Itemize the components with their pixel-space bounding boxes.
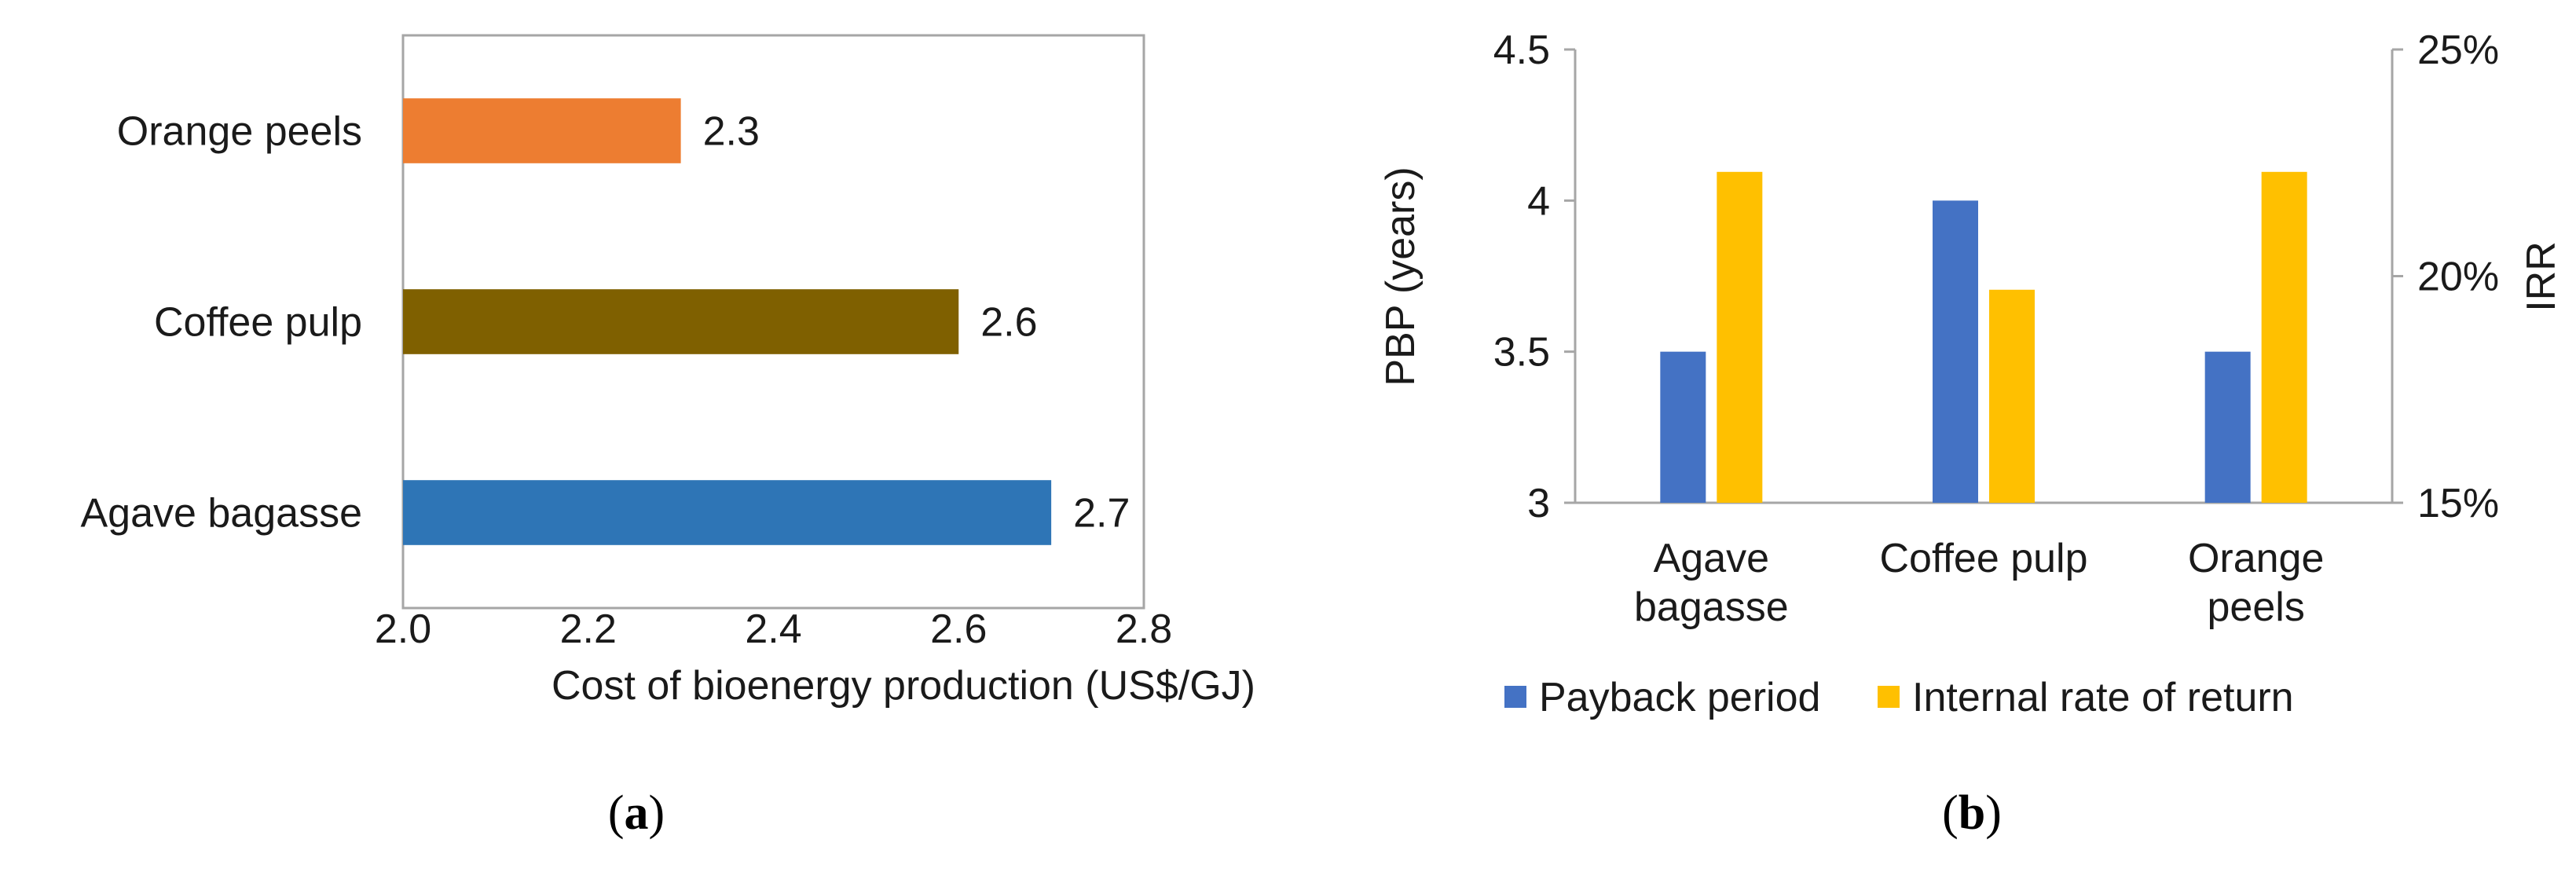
- chart-b-left-axis-title: PBP (years): [1378, 167, 1424, 386]
- chart-a-data-label: 2.3: [703, 109, 760, 155]
- chart-a-horizontal-bar: 2.3 2.6 2.7 Orange peels Coffee pulp Agave b…: [81, 34, 1255, 840]
- chart-b-dual-axis-bar: 3 3.5 4 4.5 15% 20% 25% Agave bagasse Coffee pu…: [1378, 27, 2564, 840]
- chart-a-bar: [403, 289, 959, 354]
- chart-b-left-tick-label: 3.5: [1493, 330, 1550, 376]
- chart-b-bar-irr: [2261, 171, 2307, 504]
- chart-b-category-label: Agave bagasse: [1634, 536, 1789, 630]
- legend-swatch: [1878, 686, 1900, 708]
- chart-a-data-label: 2.7: [1073, 491, 1130, 537]
- chart-a-category-label: Agave bagasse: [81, 491, 363, 537]
- chart-a-data-label: 2.6: [980, 300, 1037, 346]
- chart-b-category-label: Coffee pulp: [1879, 536, 2087, 581]
- panel-label-a-letter: a: [625, 786, 649, 840]
- chart-a-category-label: Coffee pulp: [154, 300, 362, 346]
- chart-a-x-tick-label: 2.8: [1116, 606, 1172, 652]
- chart-b-bar-payback: [2204, 351, 2251, 503]
- chart-b-bar-payback: [1933, 200, 1978, 504]
- chart-b-legend: Payback period Internal rate of return: [1504, 675, 2294, 720]
- chart-a-bar: [403, 480, 1052, 545]
- chart-a-x-tick-label: 2.0: [375, 606, 431, 652]
- chart-b-bar-payback: [1660, 351, 1706, 503]
- chart-b-left-tick-label: 3: [1527, 481, 1550, 526]
- chart-a-x-axis-title: Cost of bioenergy production (US$/GJ): [551, 663, 1255, 709]
- chart-b-left-tick-label: 4.5: [1493, 27, 1550, 73]
- chart-b-bar-irr: [1717, 171, 1763, 504]
- panel-label-b-letter: b: [1959, 786, 1985, 840]
- chart-a-x-tick-label: 2.6: [930, 606, 987, 652]
- panel-label-b: (b): [1942, 786, 2002, 840]
- chart-a-bar: [403, 98, 681, 163]
- chart-a-x-tick-label: 2.2: [560, 606, 617, 652]
- legend-label: Internal rate of return: [1912, 675, 2294, 720]
- chart-b-right-axis-title: IRR: [2519, 241, 2564, 312]
- chart-b-right-tick-label: 25%: [2417, 27, 2499, 73]
- legend-swatch: [1504, 686, 1526, 708]
- chart-a-category-label: Orange peels: [117, 109, 362, 155]
- chart-b-right-tick-label: 20%: [2417, 255, 2499, 300]
- chart-a-x-tick-label: 2.4: [745, 606, 801, 652]
- panel-label-a: (a): [608, 786, 665, 840]
- chart-b-category-label: Orange peels: [2188, 536, 2324, 630]
- chart-b-right-tick-label: 15%: [2417, 481, 2499, 526]
- legend-label: Payback period: [1539, 675, 1820, 720]
- chart-b-left-tick-label: 4: [1527, 178, 1550, 224]
- chart-b-bar-irr: [1989, 289, 2035, 503]
